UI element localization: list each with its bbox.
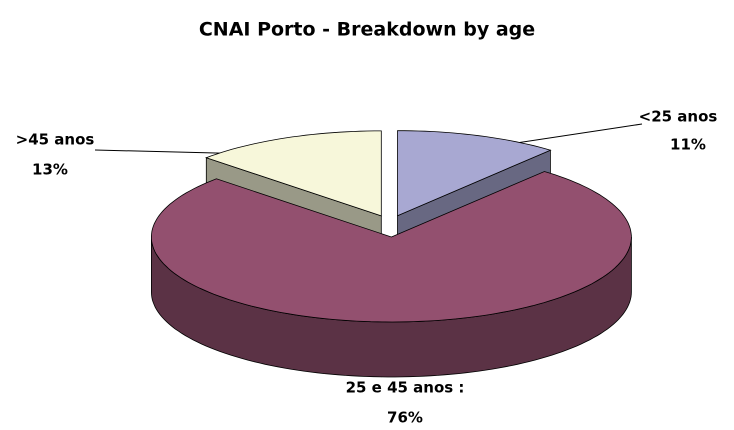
slice-top [151, 171, 632, 323]
category-label: 25 e 45 anos : [346, 379, 465, 397]
value-label: 13% [32, 161, 68, 179]
pie [151, 130, 632, 378]
slice [151, 171, 632, 378]
slice-top [397, 130, 552, 217]
category-label: >45 anos [16, 131, 95, 149]
chart-title: CNAI Porto - Breakdown by age [199, 19, 535, 41]
slice-top [205, 130, 382, 217]
value-label: 76% [387, 409, 423, 427]
category-label: <25 anos [639, 108, 718, 126]
value-label: 11% [670, 136, 706, 154]
